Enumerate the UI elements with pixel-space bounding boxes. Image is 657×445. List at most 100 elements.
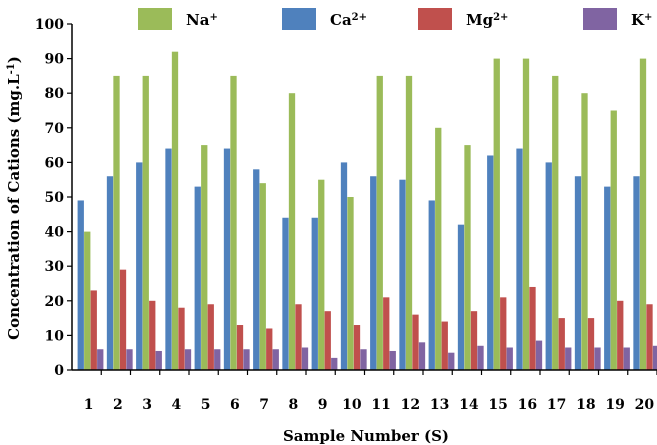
bar-na-sample-19 (610, 110, 617, 370)
legend-label-ca: Ca2+ (330, 11, 367, 29)
bar-na-sample-9 (318, 179, 325, 370)
bar-na-sample-5 (201, 145, 208, 370)
x-tick-label: 11 (371, 397, 390, 413)
bar-ca-sample-16 (516, 148, 523, 370)
legend-swatch-na (138, 8, 172, 30)
x-tick-label: 14 (459, 397, 479, 413)
bar-mg-sample-19 (617, 300, 624, 370)
x-tick-label: 3 (142, 397, 152, 413)
bar-mg-sample-10 (353, 325, 361, 370)
x-tick-label: 2 (113, 397, 123, 413)
y-tick-label: 20 (45, 294, 65, 310)
legend: Na+ Ca2+ Mg2+ K+ (138, 8, 652, 30)
bar-na-sample-14 (464, 145, 471, 370)
bar-mg-sample-14 (470, 311, 478, 370)
bar-na-sample-13 (435, 127, 442, 370)
bar-ca-sample-1 (77, 200, 84, 370)
y-tick-label: 0 (54, 363, 64, 379)
bar-k-sample-9 (331, 357, 338, 370)
legend-label-mg: Mg2+ (466, 11, 508, 29)
x-tick-label: 15 (488, 397, 507, 413)
legend-label-k: K+ (631, 11, 652, 29)
bar-mg-sample-12 (412, 314, 419, 370)
bar-na-sample-1 (84, 231, 91, 370)
bar-k-sample-14 (477, 345, 484, 370)
bar-na-sample-2 (113, 75, 120, 371)
legend-swatch-ca (282, 8, 316, 30)
bar-k-sample-5 (214, 349, 221, 370)
bar-mg-sample-3 (149, 300, 156, 370)
y-tick-label: 90 (45, 52, 65, 68)
bar-k-sample-13 (448, 352, 455, 370)
y-tick-label: 80 (45, 86, 65, 102)
bar-ca-sample-11 (370, 176, 377, 370)
bar-ca-sample-3 (136, 162, 143, 370)
bar-k-sample-8 (301, 347, 309, 370)
bar-ca-sample-19 (604, 186, 611, 370)
bars (77, 51, 657, 371)
bar-k-sample-3 (155, 350, 162, 370)
bar-mg-sample-1 (90, 290, 97, 370)
bar-na-sample-17 (552, 75, 559, 371)
bar-mg-sample-2 (119, 269, 127, 370)
bar-na-sample-16 (522, 58, 530, 370)
bar-k-sample-19 (623, 347, 630, 370)
bar-ca-sample-20 (633, 176, 640, 370)
y-tick-label: 100 (35, 17, 64, 33)
legend-label-na: Na+ (186, 11, 218, 29)
bar-k-sample-4 (184, 349, 192, 370)
bar-mg-sample-6 (236, 325, 244, 370)
x-tick-label: 10 (342, 397, 362, 413)
x-tick-label: 20 (635, 397, 655, 413)
x-axis-title: Sample Number (S) (283, 427, 449, 445)
y-tick-label: 40 (45, 225, 65, 241)
bar-k-sample-7 (272, 349, 279, 370)
bar-mg-sample-20 (646, 304, 653, 370)
bar-ca-sample-9 (311, 217, 318, 370)
bar-na-sample-12 (405, 75, 413, 371)
bar-k-sample-18 (594, 347, 601, 370)
bar-k-sample-17 (565, 347, 572, 370)
y-tick-label: 70 (45, 121, 65, 137)
bar-ca-sample-6 (223, 148, 231, 370)
y-tick-label: 30 (45, 259, 65, 275)
bar-mg-sample-16 (529, 286, 536, 370)
bar-k-sample-15 (506, 347, 513, 370)
bar-mg-sample-7 (266, 328, 273, 370)
y-tick-label: 60 (45, 155, 65, 171)
bar-k-sample-10 (360, 349, 367, 370)
bar-ca-sample-13 (428, 200, 435, 370)
x-tick-label: 13 (430, 397, 449, 413)
x-tick-label: 4 (172, 397, 182, 413)
x-tick-label: 6 (230, 397, 240, 413)
x-tick-label: 12 (401, 397, 420, 413)
legend-swatch-mg (418, 8, 452, 30)
bar-na-sample-18 (581, 93, 588, 370)
bar-ca-sample-10 (340, 162, 348, 370)
bar-na-sample-15 (493, 58, 500, 370)
bar-ca-sample-8 (282, 217, 289, 370)
x-tick-label: 1 (84, 397, 94, 413)
x-tick-label: 18 (576, 397, 595, 413)
y-tick-label: 10 (45, 328, 65, 344)
bar-ca-sample-15 (487, 155, 494, 370)
bar-mg-sample-4 (178, 307, 185, 370)
bar-na-sample-3 (142, 75, 149, 371)
x-tick-label: 7 (259, 397, 269, 413)
bar-mg-sample-17 (558, 318, 565, 370)
x-tick-label: 16 (518, 397, 537, 413)
bar-k-sample-16 (535, 340, 543, 370)
y-tick-labels: 0 10 20 30 40 50 60 70 80 90 100 (35, 17, 64, 379)
bar-ca-sample-17 (545, 162, 552, 370)
x-tick-label: 5 (201, 397, 211, 413)
axes (67, 23, 657, 375)
bar-k-sample-11 (389, 350, 396, 370)
bar-ca-sample-18 (574, 176, 582, 370)
bar-mg-sample-8 (295, 304, 302, 370)
x-tick-label: 19 (605, 397, 624, 413)
x-tick-labels: 1 2 3 4 5 6 7 8 9 10 11 12 13 14 15 16 17 18 19 20 (84, 397, 655, 413)
bar-na-sample-10 (347, 197, 354, 370)
legend-swatch-k (583, 8, 617, 30)
bar-ca-sample-7 (253, 169, 260, 370)
